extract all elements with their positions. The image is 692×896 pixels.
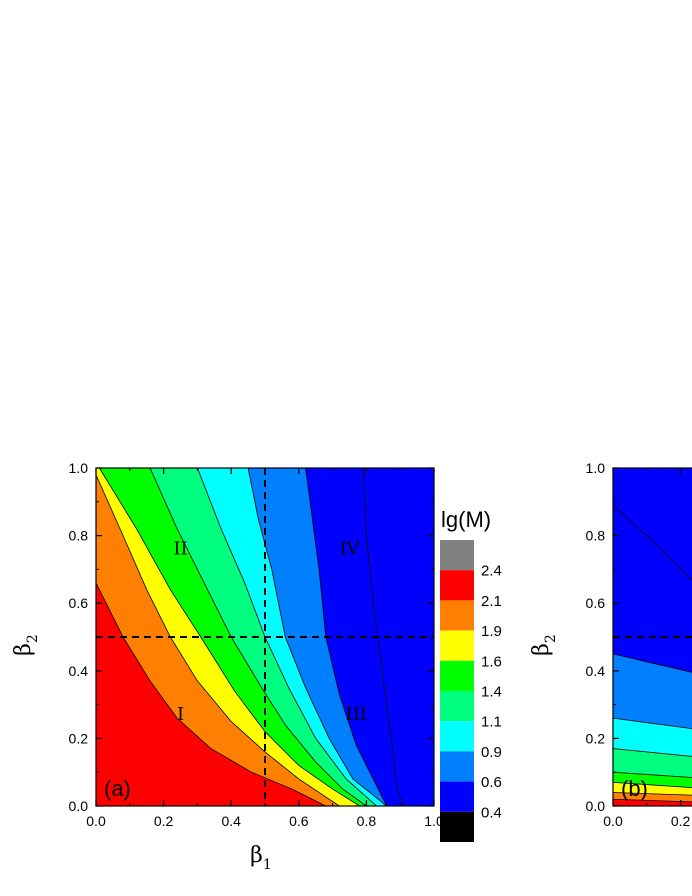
y-tick-label: 0.8: [69, 528, 89, 544]
y-tick-label: 0.4: [586, 663, 606, 679]
x-tick-label: 0.0: [86, 813, 106, 829]
contour-line: [613, 504, 692, 581]
legend-label: 2.4: [481, 563, 502, 580]
color-legend: lg(M) 2.4 2.1 1.9 1.6 1.4 1.1 0.9 0.6 0.4: [440, 507, 502, 842]
contour-line: [96, 474, 340, 806]
contour-line: [197, 468, 377, 806]
y-tick-label: 0.8: [586, 528, 606, 544]
plot-area: (b): [613, 468, 692, 806]
x-tick-label: 0.2: [671, 813, 691, 829]
legend-swatch: [440, 540, 474, 571]
legend-label: 0.6: [481, 774, 502, 791]
region-label: II: [173, 539, 187, 560]
legend-label: 2.1: [481, 593, 502, 610]
contour-line: [149, 468, 367, 806]
contour-line: [362, 468, 404, 806]
contour-band: [96, 582, 326, 806]
legend-label: 1.1: [481, 714, 502, 731]
y-tick-label: 0.6: [586, 595, 606, 611]
contour-line: [613, 781, 692, 789]
legend-swatch: [440, 751, 474, 782]
contour-line: [96, 582, 327, 806]
x-tick-label: 0.8: [357, 813, 377, 829]
legend-swatch: [440, 660, 474, 691]
legend-label: 1.4: [481, 684, 502, 701]
contour-line: [613, 717, 692, 730]
panel-label: (b): [621, 776, 648, 801]
y-tick-label: 0.2: [586, 730, 606, 746]
x-tick-label: 1.0: [424, 813, 444, 829]
legend-label: 1.9: [481, 623, 502, 640]
y-tick-label: 0.6: [69, 595, 89, 611]
x-tick-label: 0.4: [221, 813, 241, 829]
contour-line: [613, 798, 692, 803]
x-tick-label: 0.0: [603, 813, 623, 829]
x-tick-label: 0.6: [289, 813, 309, 829]
legend-label: 0.9: [481, 744, 502, 761]
legend-label: 0.4: [481, 804, 502, 821]
panel-b: (b) 0.0 0.2 0.4 0.6 0.8 1.0 0.0 0.2 β2: [529, 460, 692, 829]
region-label: III: [346, 704, 367, 725]
y-tick-label: 0.2: [69, 730, 89, 746]
region-label: IV: [339, 539, 360, 560]
y-tick-label: 1.0: [586, 460, 606, 476]
panel-label: (a): [104, 776, 131, 801]
contour-band: [613, 799, 692, 806]
legend-swatch: [440, 600, 474, 631]
contour-line: [613, 771, 692, 778]
legend-swatch: [440, 811, 474, 842]
legend-swatch: [440, 781, 474, 812]
y-tick-label: 0.0: [586, 798, 606, 814]
x-tick-label: 0.2: [154, 813, 174, 829]
legend-swatch: [440, 721, 474, 752]
contour-line: [99, 468, 360, 806]
contour-line: [613, 653, 692, 673]
contour-line: [613, 748, 692, 757]
legend-label: 1.6: [481, 653, 502, 670]
x-axis-title: β1: [250, 843, 272, 873]
contour-line: [613, 792, 692, 796]
y-tick-label: 0.4: [69, 663, 89, 679]
y-axis-title: β2: [529, 634, 559, 656]
legend-swatch: [440, 630, 474, 661]
legend-swatch: [440, 570, 474, 601]
legend-title: lg(M): [441, 507, 491, 532]
y-tick-label: 1.0: [69, 460, 89, 476]
region-label: I: [177, 704, 184, 725]
y-axis-title: β2: [11, 634, 41, 656]
contour-line: [305, 468, 388, 806]
y-tick-label: 0.0: [69, 798, 89, 814]
contour-line: [247, 468, 387, 806]
legend-swatch: [440, 691, 474, 722]
